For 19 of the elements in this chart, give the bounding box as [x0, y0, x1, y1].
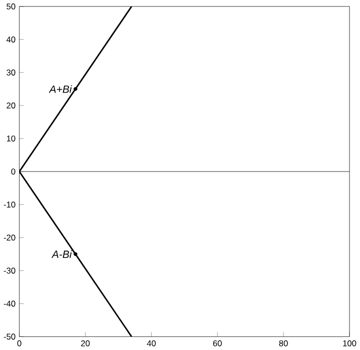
annotation: A-Bi: [51, 250, 72, 258]
y-tick-label: -20: [4, 234, 16, 241]
annotation: A+Bi: [48, 85, 72, 93]
x-tick-label: 100: [343, 340, 356, 346]
x-tick-label: 20: [81, 340, 90, 346]
y-tick-label: -40: [4, 300, 16, 307]
x-tick-label: 80: [279, 340, 288, 346]
y-tick-label: 20: [6, 102, 16, 109]
x-tick-label: 60: [213, 340, 222, 346]
y-tick-label: 30: [6, 70, 16, 76]
y-tick-label: 10: [6, 136, 16, 142]
y-tick-label: -30: [4, 268, 16, 274]
y-tick-label: -10: [4, 202, 16, 208]
y-tick-label: 0: [11, 168, 16, 175]
x-tick-label: 0: [17, 340, 22, 346]
y-tick-label: 50: [6, 4, 16, 10]
x-tick-label: 40: [146, 340, 156, 346]
y-tick-label: -50: [4, 334, 16, 340]
y-tick-label: 40: [6, 36, 16, 43]
